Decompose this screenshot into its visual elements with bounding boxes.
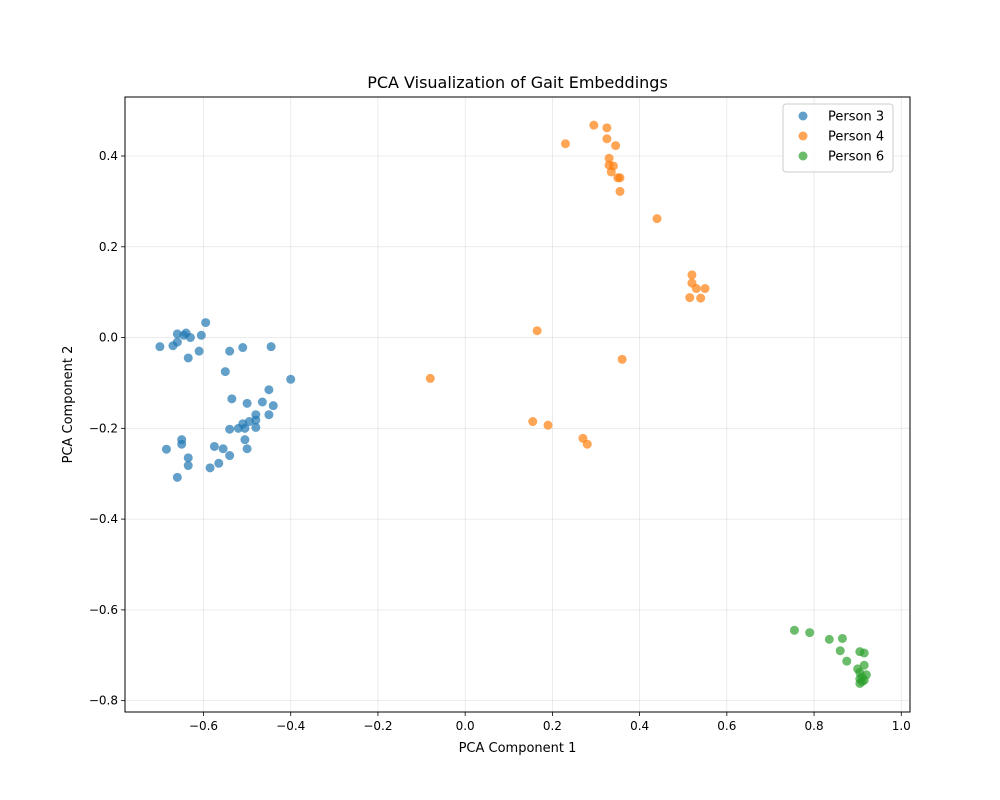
point-person-3: [196, 330, 206, 340]
point-person-3: [194, 346, 204, 356]
point-person-4: [700, 284, 710, 294]
legend-marker-person-3: [798, 111, 808, 121]
point-person-4: [615, 173, 625, 183]
point-person-3: [155, 342, 165, 352]
point-person-4: [615, 186, 625, 196]
point-person-6: [805, 628, 815, 638]
point-person-3: [286, 374, 296, 384]
point-person-3: [251, 415, 261, 425]
y-tick-label: −0.4: [89, 512, 118, 526]
point-person-6: [837, 633, 847, 643]
point-person-6: [789, 625, 799, 635]
point-person-3: [172, 472, 182, 482]
point-person-3: [161, 444, 171, 454]
y-tick-label: −0.6: [89, 603, 118, 617]
point-person-3: [240, 435, 250, 445]
grid: [125, 97, 910, 712]
point-person-6: [842, 656, 852, 666]
x-axis-label: PCA Component 1: [459, 741, 577, 756]
chart-title: PCA Visualization of Gait Embeddings: [367, 73, 668, 92]
point-person-4: [611, 141, 621, 151]
point-person-3: [218, 444, 228, 454]
point-person-3: [177, 439, 187, 449]
point-person-3: [201, 318, 211, 328]
point-person-4: [687, 270, 697, 280]
y-tick-label: 0.4: [99, 149, 118, 163]
point-person-6: [859, 660, 869, 670]
y-tick-label: −0.8: [89, 694, 118, 708]
x-tick-label: 0.4: [630, 719, 649, 733]
point-person-4: [602, 134, 612, 144]
point-person-4: [425, 373, 435, 383]
point-person-4: [604, 153, 614, 163]
point-person-3: [209, 441, 219, 451]
point-person-3: [264, 410, 274, 420]
point-person-4: [652, 214, 662, 224]
x-tick-label: −0.4: [276, 719, 305, 733]
point-person-3: [183, 453, 193, 463]
point-person-4: [532, 326, 542, 336]
legend-box: [782, 103, 894, 173]
y-tick-label: 0.2: [99, 240, 118, 254]
point-person-3: [227, 394, 237, 404]
point-person-3: [242, 398, 252, 408]
legend-label-person-4: Person 4: [828, 130, 884, 145]
x-tick-label: −0.2: [363, 719, 392, 733]
point-person-3: [225, 451, 235, 461]
point-person-3: [205, 463, 215, 473]
point-person-3: [214, 458, 224, 468]
y-tick-label: −0.2: [89, 421, 118, 435]
point-person-3: [257, 397, 267, 407]
point-person-3: [268, 401, 278, 411]
y-tick-label: 0.0: [99, 331, 118, 345]
point-person-3: [172, 337, 182, 347]
x-tick-label: 1.0: [892, 719, 911, 733]
point-person-4: [589, 120, 599, 130]
point-person-3: [225, 424, 235, 434]
legend: Person 3 Person 4 Person 6: [782, 103, 894, 173]
point-person-3: [242, 444, 252, 454]
point-person-6: [855, 678, 865, 688]
point-person-3: [183, 353, 193, 363]
point-person-3: [251, 422, 261, 432]
point-person-4: [617, 354, 627, 364]
point-person-3: [185, 333, 195, 343]
point-person-3: [238, 343, 248, 353]
point-person-4: [696, 293, 706, 303]
point-person-4: [685, 293, 695, 303]
point-person-4: [582, 439, 592, 449]
point-person-3: [233, 423, 243, 433]
x-tick-label: 0.6: [717, 719, 736, 733]
point-person-6: [824, 634, 834, 644]
x-tick-label: 0.2: [543, 719, 562, 733]
data-points: [155, 120, 871, 688]
point-person-4: [691, 284, 701, 294]
legend-marker-person-6: [798, 151, 808, 161]
plot-frame: [124, 96, 911, 713]
point-person-3: [266, 342, 276, 352]
point-person-6: [859, 648, 869, 658]
legend-marker-person-4: [798, 131, 808, 141]
point-person-4: [606, 167, 616, 177]
point-person-4: [543, 420, 553, 430]
x-tick-label: 0.0: [456, 719, 475, 733]
point-person-4: [602, 123, 612, 133]
point-person-4: [528, 417, 538, 427]
point-person-3: [225, 346, 235, 356]
point-person-6: [835, 646, 845, 656]
y-axis-label: PCA Component 2: [61, 346, 76, 464]
x-tick-label: −0.6: [189, 719, 218, 733]
point-person-3: [183, 461, 193, 471]
axis-ticks: −0.6 −0.4 −0.2 0.0 0.2 0.4 0.6 0.8 1.0 −0.8 −0.6 −0…: [89, 149, 911, 733]
point-person-3: [240, 423, 250, 433]
legend-label-person-3: Person 3: [828, 110, 884, 125]
point-person-4: [560, 139, 570, 149]
point-person-3: [220, 367, 230, 377]
legend-label-person-6: Person 6: [828, 150, 884, 165]
point-person-3: [264, 385, 274, 395]
x-tick-label: 0.8: [805, 719, 824, 733]
